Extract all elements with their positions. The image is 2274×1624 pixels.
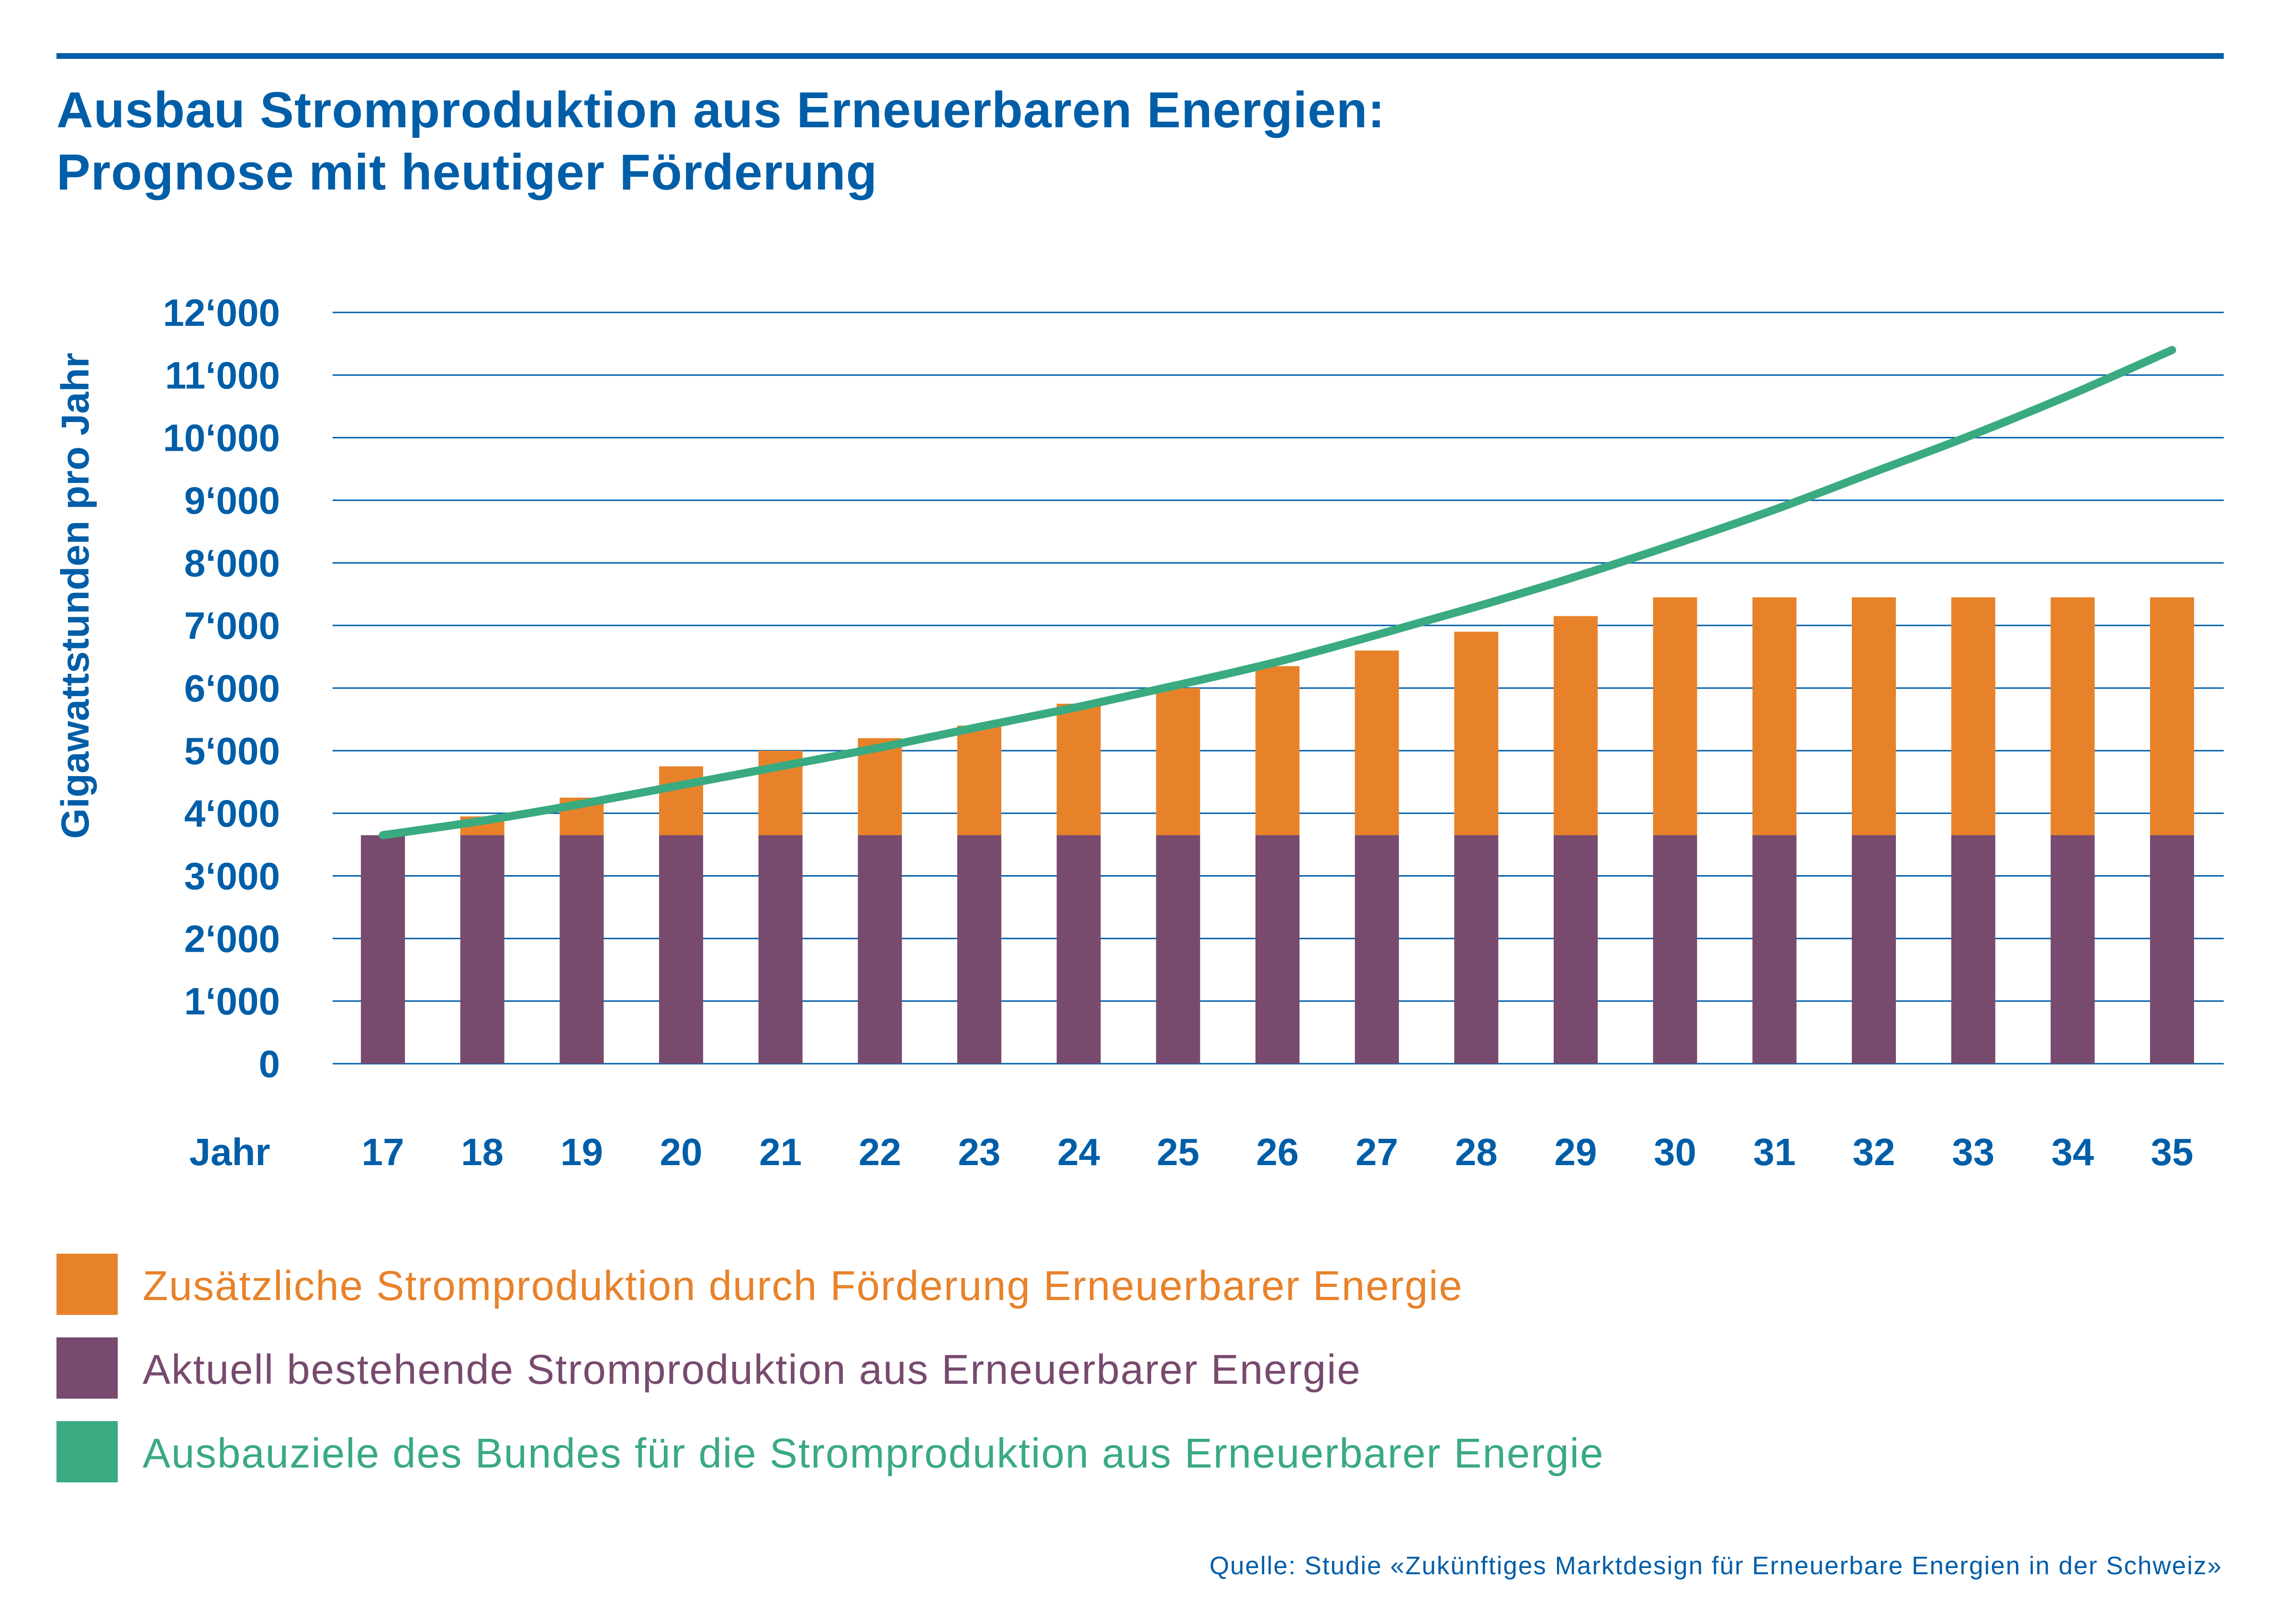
bar-additional (1156, 688, 1200, 835)
x-tick-label: 28 (1455, 1131, 1498, 1173)
bar-additional (1255, 666, 1299, 835)
y-tick-label: 10‘000 (163, 417, 280, 459)
bar-additional (1056, 703, 1101, 835)
bar-additional (1653, 597, 1697, 835)
x-tick-label: 24 (1057, 1131, 1100, 1173)
bar-additional (2150, 597, 2194, 835)
legend-swatch-existing (56, 1337, 118, 1399)
legend-label-existing: Aktuell bestehende Stromproduktion aus E… (143, 1346, 1361, 1393)
y-axis-label: Gigawattstunden pro Jahr (54, 353, 97, 839)
bar-existing (659, 835, 703, 1064)
legend-label-target: Ausbauziele des Bundes für die Stromprod… (143, 1430, 1604, 1477)
bar-existing (1554, 835, 1598, 1064)
x-tick-label: 19 (560, 1131, 603, 1173)
y-tick-labels: 0 1‘000 2‘000 3‘000 4‘000 5‘000 6‘000 7‘000 8‘00… (163, 291, 280, 1085)
bar-existing (560, 835, 604, 1064)
chart-title: Ausbau Stromproduktion aus Erneuerbaren … (56, 79, 1385, 203)
target-line-layer (379, 346, 2176, 839)
top-rule (56, 53, 2224, 59)
bar-additional (1355, 650, 1399, 835)
x-tick-label: 27 (1355, 1131, 1398, 1173)
bar-additional (1752, 597, 1797, 835)
y-tick-label: 11‘000 (165, 354, 280, 397)
y-tick-label: 8‘000 (184, 542, 280, 584)
bar-existing (858, 835, 902, 1064)
bar-existing (1454, 835, 1499, 1064)
x-tick-label: 32 (1853, 1131, 1895, 1173)
bar-additional (659, 766, 703, 835)
x-tick-label: 26 (1256, 1131, 1299, 1173)
bar-additional (1852, 597, 1896, 835)
chart-title-line-2: Prognose mit heutiger Förderung (56, 144, 878, 200)
y-tick-label: 7‘000 (184, 604, 280, 647)
bar-existing (1852, 835, 1896, 1064)
x-axis-label: Jahr (190, 1131, 270, 1173)
bar-existing (1355, 835, 1399, 1064)
x-tick-label: 30 (1654, 1131, 1696, 1173)
source-note: Quelle: Studie «Zukünftiges Marktdesign … (1209, 1552, 2222, 1580)
bar-additional (2050, 597, 2095, 835)
bars (361, 597, 2194, 1064)
legend-label-additional: Zusätzliche Stromproduktion durch Förder… (143, 1263, 1463, 1309)
bar-existing (2150, 835, 2194, 1064)
y-tick-label: 12‘000 (163, 291, 280, 334)
bar-existing (1653, 835, 1697, 1064)
bar-existing (1255, 835, 1299, 1064)
bar-additional (1951, 597, 1995, 835)
y-tick-label: 9‘000 (184, 479, 280, 522)
x-tick-label: 18 (461, 1131, 504, 1173)
bar-existing (2050, 835, 2095, 1064)
x-tick-label: 21 (759, 1131, 802, 1173)
bar-existing (361, 835, 405, 1064)
chart-title-line-1: Ausbau Stromproduktion aus Erneuerbaren … (56, 82, 1385, 138)
bar-additional (1554, 616, 1598, 835)
y-tick-label: 1‘000 (184, 980, 280, 1023)
bar-additional (1454, 632, 1499, 835)
bar-additional (957, 725, 1001, 835)
x-tick-label: 34 (2051, 1131, 2094, 1173)
bar-existing (460, 835, 504, 1064)
y-tick-label: 3‘000 (184, 855, 280, 898)
stacked-bar-chart: 0 1‘000 2‘000 3‘000 4‘000 5‘000 6‘000 7‘000 8‘00… (54, 291, 2224, 1173)
y-tick-label: 0 (259, 1043, 280, 1085)
bar-existing (1156, 835, 1200, 1064)
x-tick-label: 17 (362, 1131, 404, 1173)
y-tick-label: 6‘000 (184, 667, 280, 710)
x-tick-label: 35 (2151, 1131, 2194, 1173)
legend-swatch-target (56, 1421, 118, 1482)
legend-swatch-additional (56, 1254, 118, 1315)
y-tick-label: 4‘000 (184, 792, 280, 835)
x-tick-label: 22 (859, 1131, 901, 1173)
x-tick-label: 31 (1753, 1131, 1796, 1173)
bar-existing (1056, 835, 1101, 1064)
x-tick-label: 29 (1555, 1131, 1597, 1173)
bar-existing (758, 835, 803, 1064)
bar-existing (1951, 835, 1995, 1064)
target-line (379, 346, 2176, 839)
x-tick-labels: 17 18 19 20 21 22 23 24 25 26 27 28 29 30 31 32 33 34 35 (362, 1131, 2194, 1173)
x-tick-label: 25 (1157, 1131, 1199, 1173)
x-tick-label: 20 (660, 1131, 703, 1173)
y-tick-label: 2‘000 (184, 917, 280, 960)
x-tick-label: 33 (1952, 1131, 1994, 1173)
bar-existing (957, 835, 1001, 1064)
x-tick-label: 23 (958, 1131, 1001, 1173)
bar-existing (1752, 835, 1797, 1064)
y-tick-label: 5‘000 (184, 730, 280, 772)
